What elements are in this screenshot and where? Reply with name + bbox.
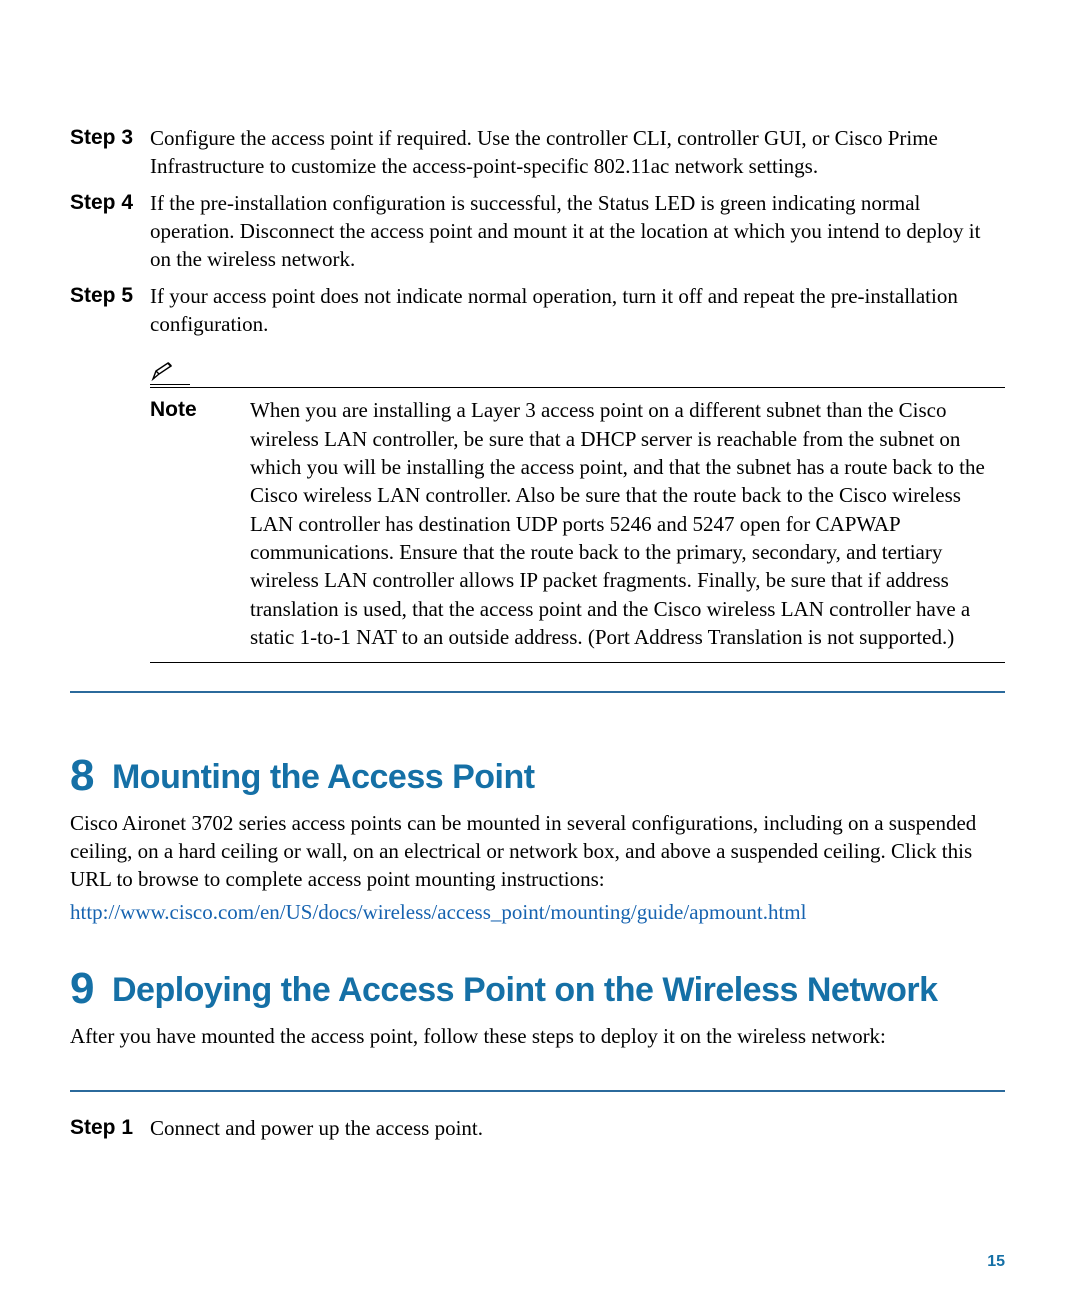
section-number: 9	[70, 964, 94, 1013]
page-number: 15	[987, 1253, 1005, 1271]
note-table: Note When you are installing a Layer 3 a…	[150, 387, 1005, 662]
step-text: If the pre-installation configuration is…	[150, 185, 1005, 278]
section-divider	[70, 1090, 1005, 1092]
section-9-heading: 9 Deploying the Access Point on the Wirel…	[70, 964, 1005, 1014]
steps-table-bottom: Step 1 Connect and power up the access p…	[70, 1110, 1005, 1146]
pencil-icon	[150, 360, 1005, 382]
step-row: Step 3 Configure the access point if req…	[70, 120, 1005, 185]
section-number: 8	[70, 751, 94, 800]
section-8-body: Cisco Aironet 3702 series access points …	[70, 809, 1005, 894]
step-label: Step 3	[70, 120, 150, 185]
step-label: Step 5	[70, 278, 150, 343]
document-page: Step 3 Configure the access point if req…	[0, 0, 1080, 1311]
step-text: Configure the access point if required. …	[150, 120, 1005, 185]
section-8-heading: 8 Mounting the Access Point	[70, 751, 1005, 801]
section-divider	[70, 691, 1005, 693]
step-text: Connect and power up the access point.	[150, 1110, 1005, 1146]
section-title: Deploying the Access Point on the Wirele…	[112, 971, 938, 1009]
step-text: If your access point does not indicate n…	[150, 278, 1005, 343]
step-row: Step 1 Connect and power up the access p…	[70, 1110, 1005, 1146]
mounting-guide-link[interactable]: http://www.cisco.com/en/US/docs/wireless…	[70, 900, 806, 924]
step-row: Step 4 If the pre-installation configura…	[70, 185, 1005, 278]
section-9-body: After you have mounted the access point,…	[70, 1022, 1005, 1050]
step-label: Step 1	[70, 1110, 150, 1146]
section-title: Mounting the Access Point	[112, 758, 535, 796]
step-row: Step 5 If your access point does not ind…	[70, 278, 1005, 343]
section-8-link-line: http://www.cisco.com/en/US/docs/wireless…	[70, 898, 1005, 926]
note-short-rule	[150, 384, 190, 385]
note-text: When you are installing a Layer 3 access…	[250, 388, 1005, 662]
steps-table-top: Step 3 Configure the access point if req…	[70, 120, 1005, 342]
note-block: Note When you are installing a Layer 3 a…	[150, 360, 1005, 662]
step-label: Step 4	[70, 185, 150, 278]
note-label: Note	[150, 388, 250, 662]
